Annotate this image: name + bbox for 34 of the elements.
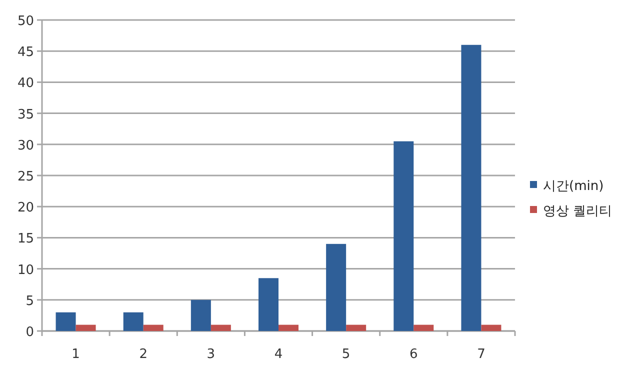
bar — [190, 300, 211, 331]
legend-label: 시간(min) — [543, 179, 604, 194]
y-tick-label: 35 — [17, 107, 34, 122]
y-tick-label: 5 — [26, 294, 34, 309]
bar — [346, 324, 366, 331]
legend-label: 영상 퀄리티 — [543, 204, 612, 219]
bar — [326, 244, 346, 331]
y-tick-label: 50 — [17, 14, 34, 29]
bar — [123, 312, 144, 331]
y-tick-label: 0 — [26, 325, 34, 340]
x-tick-label: 3 — [206, 347, 216, 362]
x-tick-label: 5 — [342, 347, 350, 362]
bar — [143, 324, 164, 331]
bar — [258, 278, 278, 331]
x-tick-label: 2 — [139, 347, 148, 362]
x-tick-label: 6 — [410, 347, 418, 362]
bar — [481, 324, 502, 331]
bar — [76, 324, 96, 331]
x-tick-label: 7 — [477, 347, 486, 362]
y-tick-label: 10 — [17, 262, 34, 278]
y-tick-label: 20 — [17, 200, 34, 216]
bar — [414, 324, 434, 331]
bar — [56, 312, 76, 331]
x-tick-label: 4 — [274, 347, 283, 362]
bar — [210, 324, 231, 331]
bar — [278, 324, 298, 331]
y-tick-label: 30 — [17, 138, 34, 154]
y-tick-label: 45 — [17, 45, 34, 60]
y-tick-label: 25 — [17, 170, 34, 184]
y-tick-label: 40 — [17, 76, 34, 92]
bar — [394, 141, 414, 331]
x-tick-label: 1 — [72, 347, 80, 362]
y-tick-label: 15 — [17, 232, 34, 247]
bar — [461, 44, 482, 331]
